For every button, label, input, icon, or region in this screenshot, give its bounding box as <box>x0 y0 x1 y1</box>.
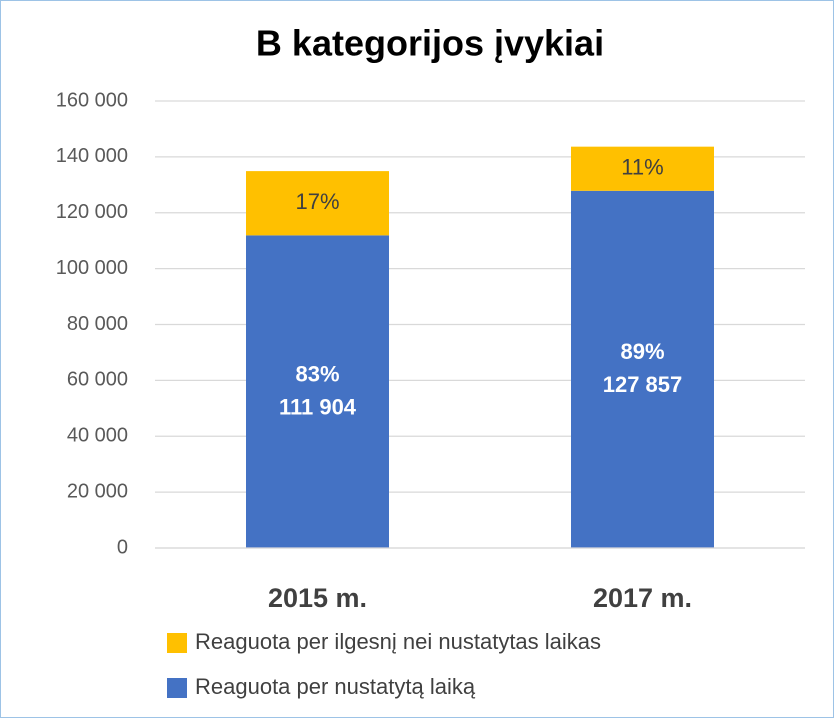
share-label: 11% <box>621 155 663 180</box>
bar-segment <box>246 235 389 548</box>
y-tick-label: 60 000 <box>67 369 128 391</box>
legend-swatch <box>167 633 187 653</box>
y-tick-label: 40 000 <box>67 425 128 447</box>
share-label: 89% <box>620 339 664 364</box>
y-tick-label: 160 000 <box>56 89 128 111</box>
share-label: 83% <box>295 361 339 386</box>
bar-segment <box>571 190 714 548</box>
chart-title: B kategorijos įvykiai <box>256 23 604 64</box>
x-tick-label: 2017 m. <box>593 583 692 613</box>
y-tick-label: 0 <box>117 536 128 558</box>
bar-segment <box>571 146 714 191</box>
share-label: 17% <box>295 189 339 214</box>
y-tick-label: 100 000 <box>56 257 128 279</box>
legend-label: Reaguota per ilgesnį nei nustatytas laik… <box>195 629 601 654</box>
y-tick-label: 120 000 <box>56 201 128 223</box>
y-tick-label: 140 000 <box>56 145 128 167</box>
legend-swatch <box>167 678 187 698</box>
bar-segment <box>246 171 389 236</box>
y-tick-label: 80 000 <box>67 313 128 335</box>
value-label: 111 904 <box>279 394 357 419</box>
legend-label: Reaguota per nustatytą laiką <box>195 674 476 699</box>
value-label: 127 857 <box>603 372 683 397</box>
y-tick-label: 20 000 <box>67 480 128 502</box>
x-tick-label: 2015 m. <box>268 583 367 613</box>
